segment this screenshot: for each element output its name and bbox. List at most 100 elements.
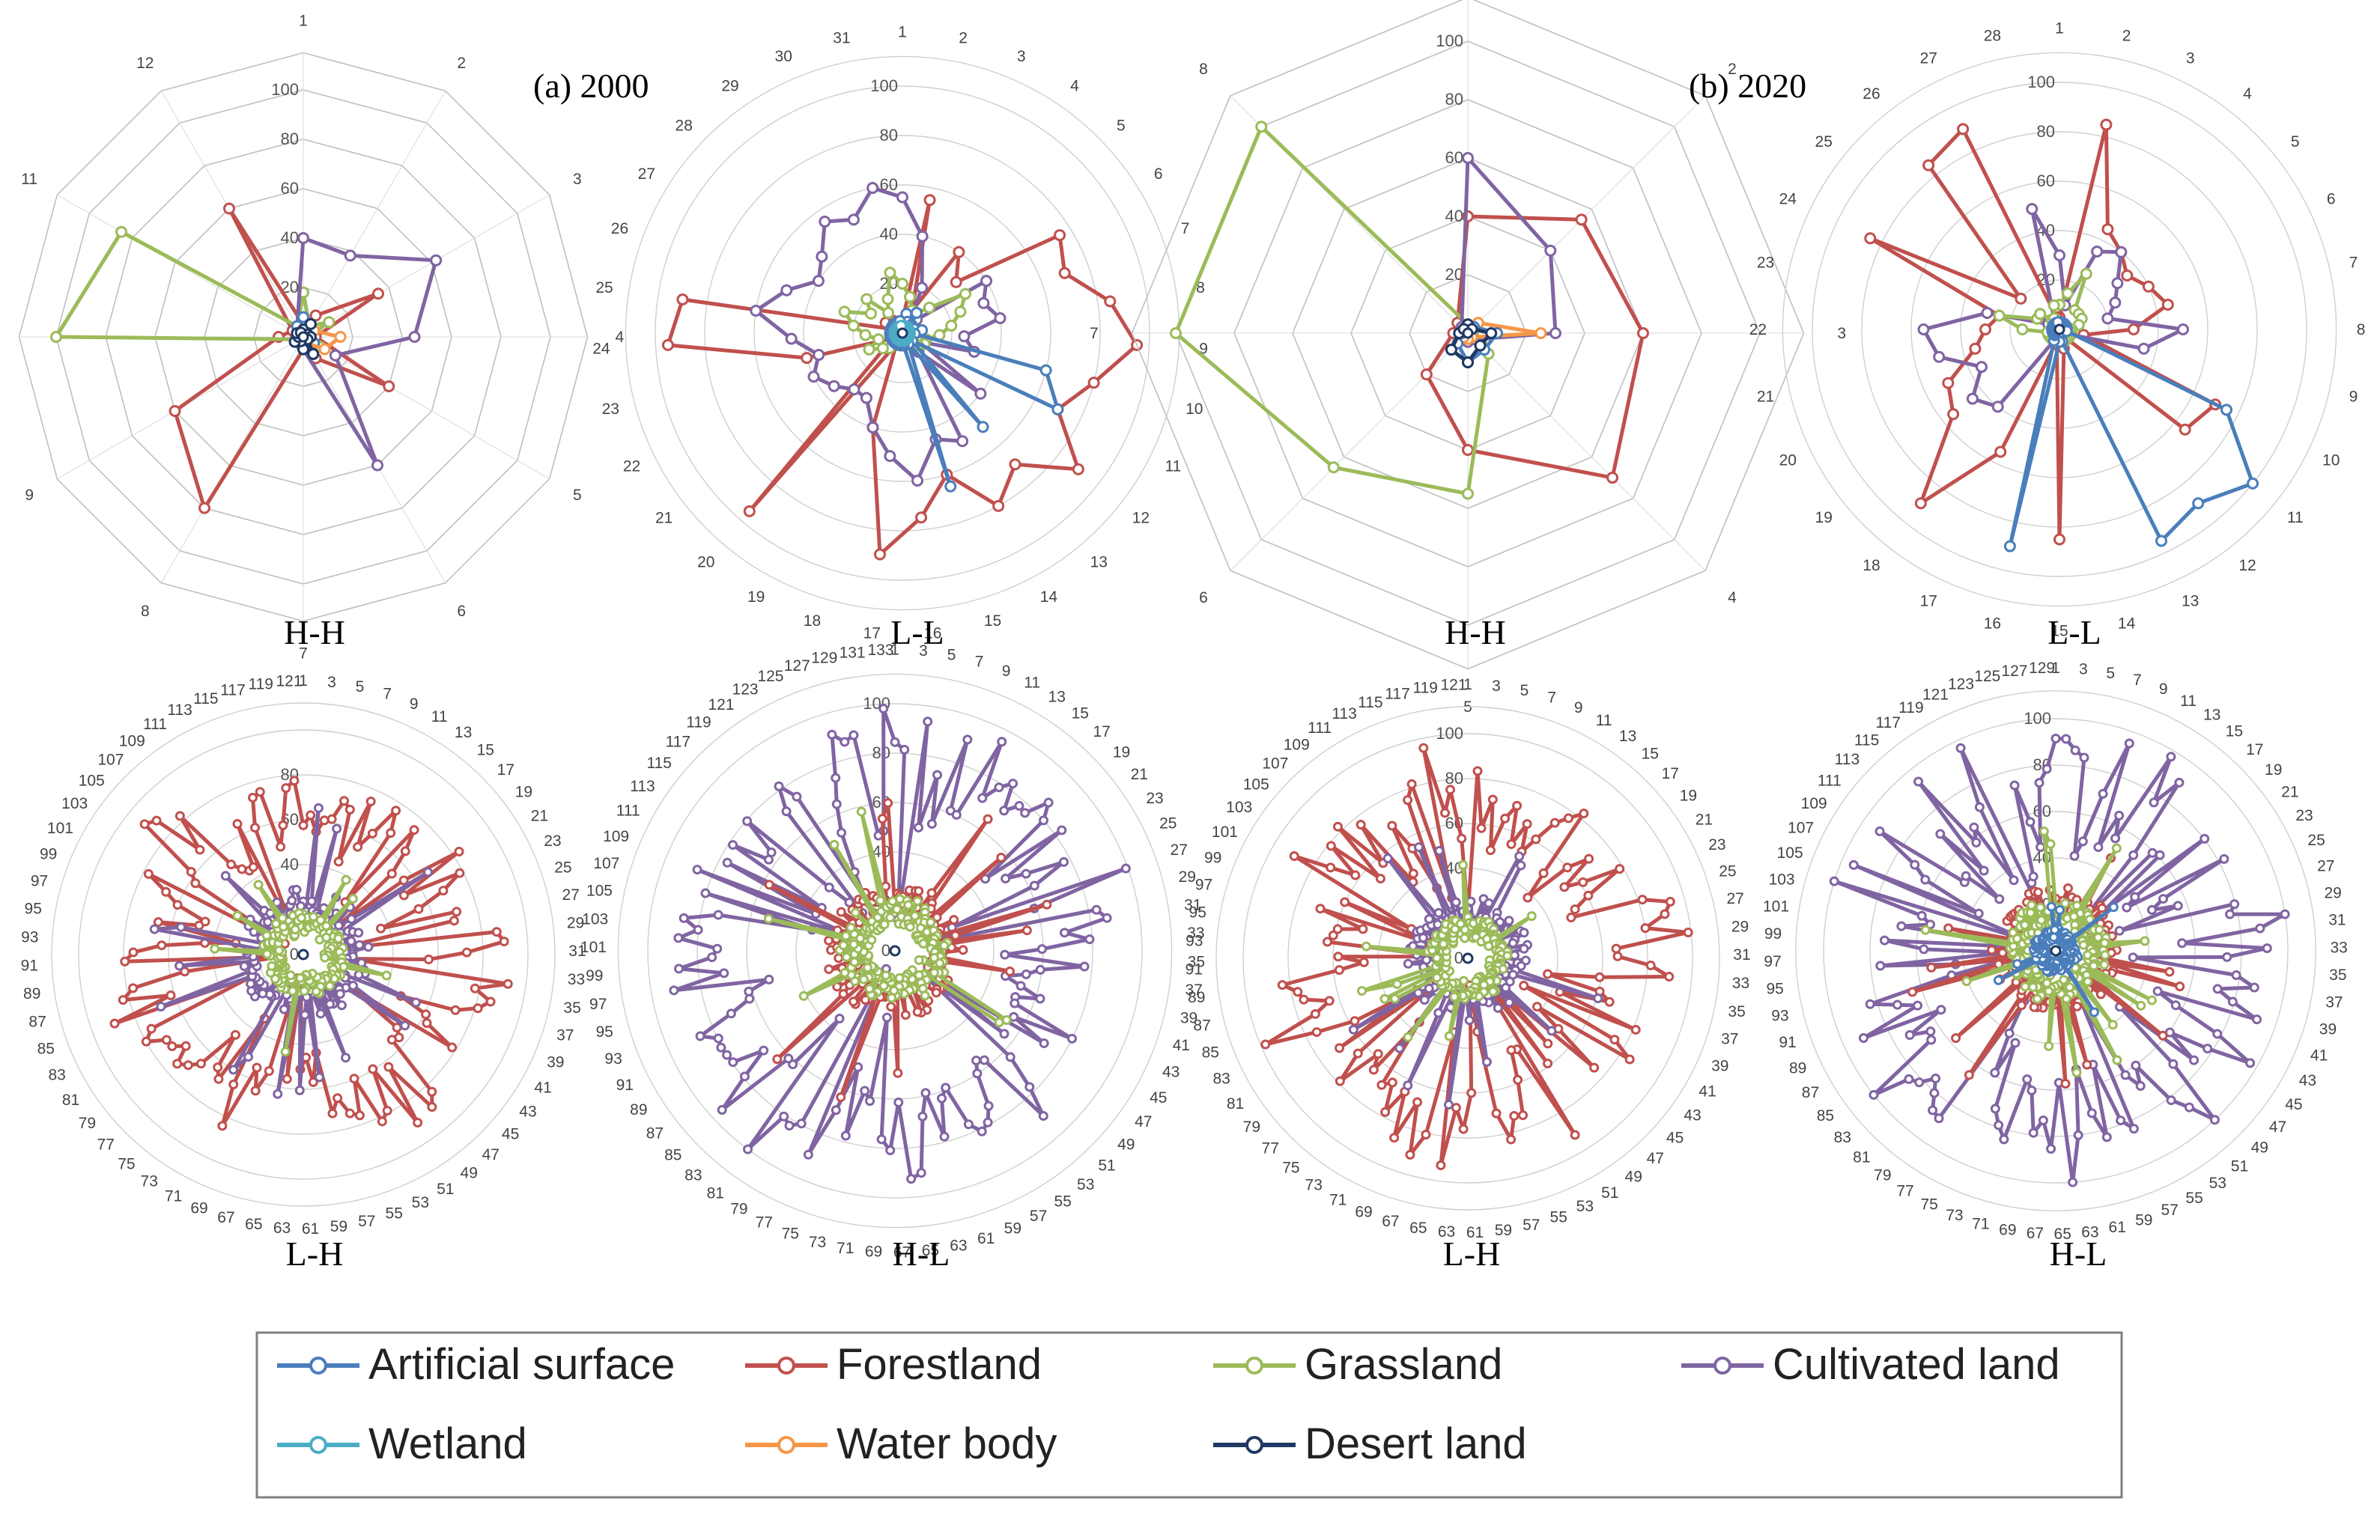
data-point bbox=[1433, 907, 1444, 918]
data-point bbox=[1458, 1124, 1469, 1134]
data-point bbox=[228, 1065, 239, 1075]
grid-ring bbox=[2009, 279, 2110, 380]
data-point bbox=[1543, 1038, 1553, 1049]
category-label: 43 bbox=[519, 1104, 536, 1121]
category-label: 117 bbox=[220, 681, 245, 699]
data-point bbox=[2280, 909, 2290, 919]
category-label: 19 bbox=[1680, 788, 1697, 805]
series-forestland bbox=[169, 202, 395, 514]
category-label: 23 bbox=[1757, 254, 1774, 271]
data-point bbox=[346, 914, 356, 925]
data-point bbox=[824, 935, 834, 946]
data-point bbox=[2044, 1041, 2054, 1051]
data-point bbox=[750, 305, 762, 317]
category-label: 71 bbox=[837, 1240, 854, 1257]
category-label: 29 bbox=[1731, 918, 1749, 935]
data-point bbox=[273, 1089, 283, 1099]
data-point bbox=[2016, 323, 2029, 335]
data-point bbox=[849, 730, 859, 740]
panel-title: L-H bbox=[1443, 1235, 1501, 1273]
category-label: 119 bbox=[686, 713, 711, 731]
category-label: 28 bbox=[1984, 27, 2001, 44]
data-point bbox=[881, 293, 894, 305]
category-label: 97 bbox=[1195, 876, 1212, 893]
category-label: 9 bbox=[2159, 681, 2168, 698]
category-label: 109 bbox=[1284, 736, 1310, 753]
radar-panel-8: 0204060801001357911131517192123252729313… bbox=[1763, 660, 2348, 1273]
data-point bbox=[1277, 980, 1287, 990]
data-point bbox=[2155, 535, 2168, 547]
data-point bbox=[712, 943, 723, 954]
data-point bbox=[2008, 928, 2018, 938]
data-point bbox=[2009, 780, 2020, 791]
data-point bbox=[285, 970, 296, 981]
category-label: 77 bbox=[97, 1136, 115, 1154]
data-point bbox=[1403, 1032, 1413, 1042]
data-point bbox=[772, 1054, 783, 1065]
category-label: 81 bbox=[62, 1092, 79, 1109]
data-point bbox=[1584, 853, 1594, 864]
category-label: 123 bbox=[732, 681, 759, 699]
data-point bbox=[2028, 981, 2039, 992]
category-label: 89 bbox=[630, 1101, 647, 1119]
data-point bbox=[923, 716, 933, 727]
data-point bbox=[174, 961, 185, 971]
panel-title: H-L bbox=[2050, 1235, 2107, 1273]
data-point bbox=[2100, 950, 2110, 961]
category-label: 55 bbox=[386, 1205, 403, 1222]
data-point bbox=[1375, 874, 1385, 884]
category-label: 3 bbox=[1017, 48, 1026, 65]
data-point bbox=[937, 1093, 947, 1104]
series-grassland bbox=[1357, 859, 1537, 1042]
legend-item-grassland: Grassland bbox=[1213, 1340, 1502, 1389]
data-point bbox=[1966, 392, 1979, 405]
data-point bbox=[2262, 943, 2272, 954]
data-point bbox=[128, 983, 139, 993]
data-point bbox=[2179, 423, 2191, 436]
category-label: 43 bbox=[1162, 1064, 1180, 1081]
category-label: 27 bbox=[1726, 890, 1743, 907]
data-point bbox=[860, 994, 870, 1005]
category-label: 103 bbox=[1226, 799, 1252, 816]
data-point bbox=[141, 1036, 151, 1047]
data-point bbox=[824, 964, 834, 975]
category-label: 14 bbox=[1040, 588, 1058, 606]
data-point bbox=[156, 1001, 166, 1011]
data-point bbox=[2036, 841, 2046, 852]
category-label: 93 bbox=[21, 928, 38, 946]
data-point bbox=[1424, 983, 1434, 993]
category-label: 107 bbox=[1262, 755, 1288, 773]
category-label: 63 bbox=[950, 1238, 967, 1255]
data-point bbox=[1324, 996, 1335, 1006]
category-label: 10 bbox=[2322, 452, 2340, 469]
data-point bbox=[1604, 996, 1615, 1007]
data-point bbox=[169, 405, 181, 417]
data-point bbox=[309, 309, 322, 322]
category-label: 16 bbox=[1984, 615, 2001, 633]
series-grassland bbox=[210, 874, 392, 1057]
data-point bbox=[280, 1047, 291, 1057]
category-label: 23 bbox=[2295, 807, 2313, 824]
data-point bbox=[320, 952, 330, 963]
data-point bbox=[1457, 833, 1467, 844]
data-point bbox=[353, 928, 364, 938]
data-point bbox=[118, 995, 128, 1005]
data-point bbox=[248, 792, 258, 803]
data-point bbox=[1414, 842, 1424, 853]
data-point bbox=[1021, 925, 1032, 936]
data-point bbox=[288, 986, 298, 996]
data-point bbox=[764, 974, 774, 984]
data-point bbox=[381, 970, 392, 981]
data-point bbox=[1583, 890, 1594, 901]
data-point bbox=[398, 875, 409, 886]
data-point bbox=[2140, 936, 2150, 946]
data-point bbox=[2101, 1132, 2112, 1142]
data-point bbox=[1487, 794, 1498, 805]
grid-ring bbox=[753, 184, 1051, 482]
data-point bbox=[785, 332, 798, 345]
data-point bbox=[1491, 1108, 1502, 1119]
category-label: 79 bbox=[79, 1115, 96, 1132]
data-point bbox=[1035, 964, 1045, 975]
category-label: 99 bbox=[1764, 925, 1782, 943]
data-point bbox=[334, 331, 347, 343]
